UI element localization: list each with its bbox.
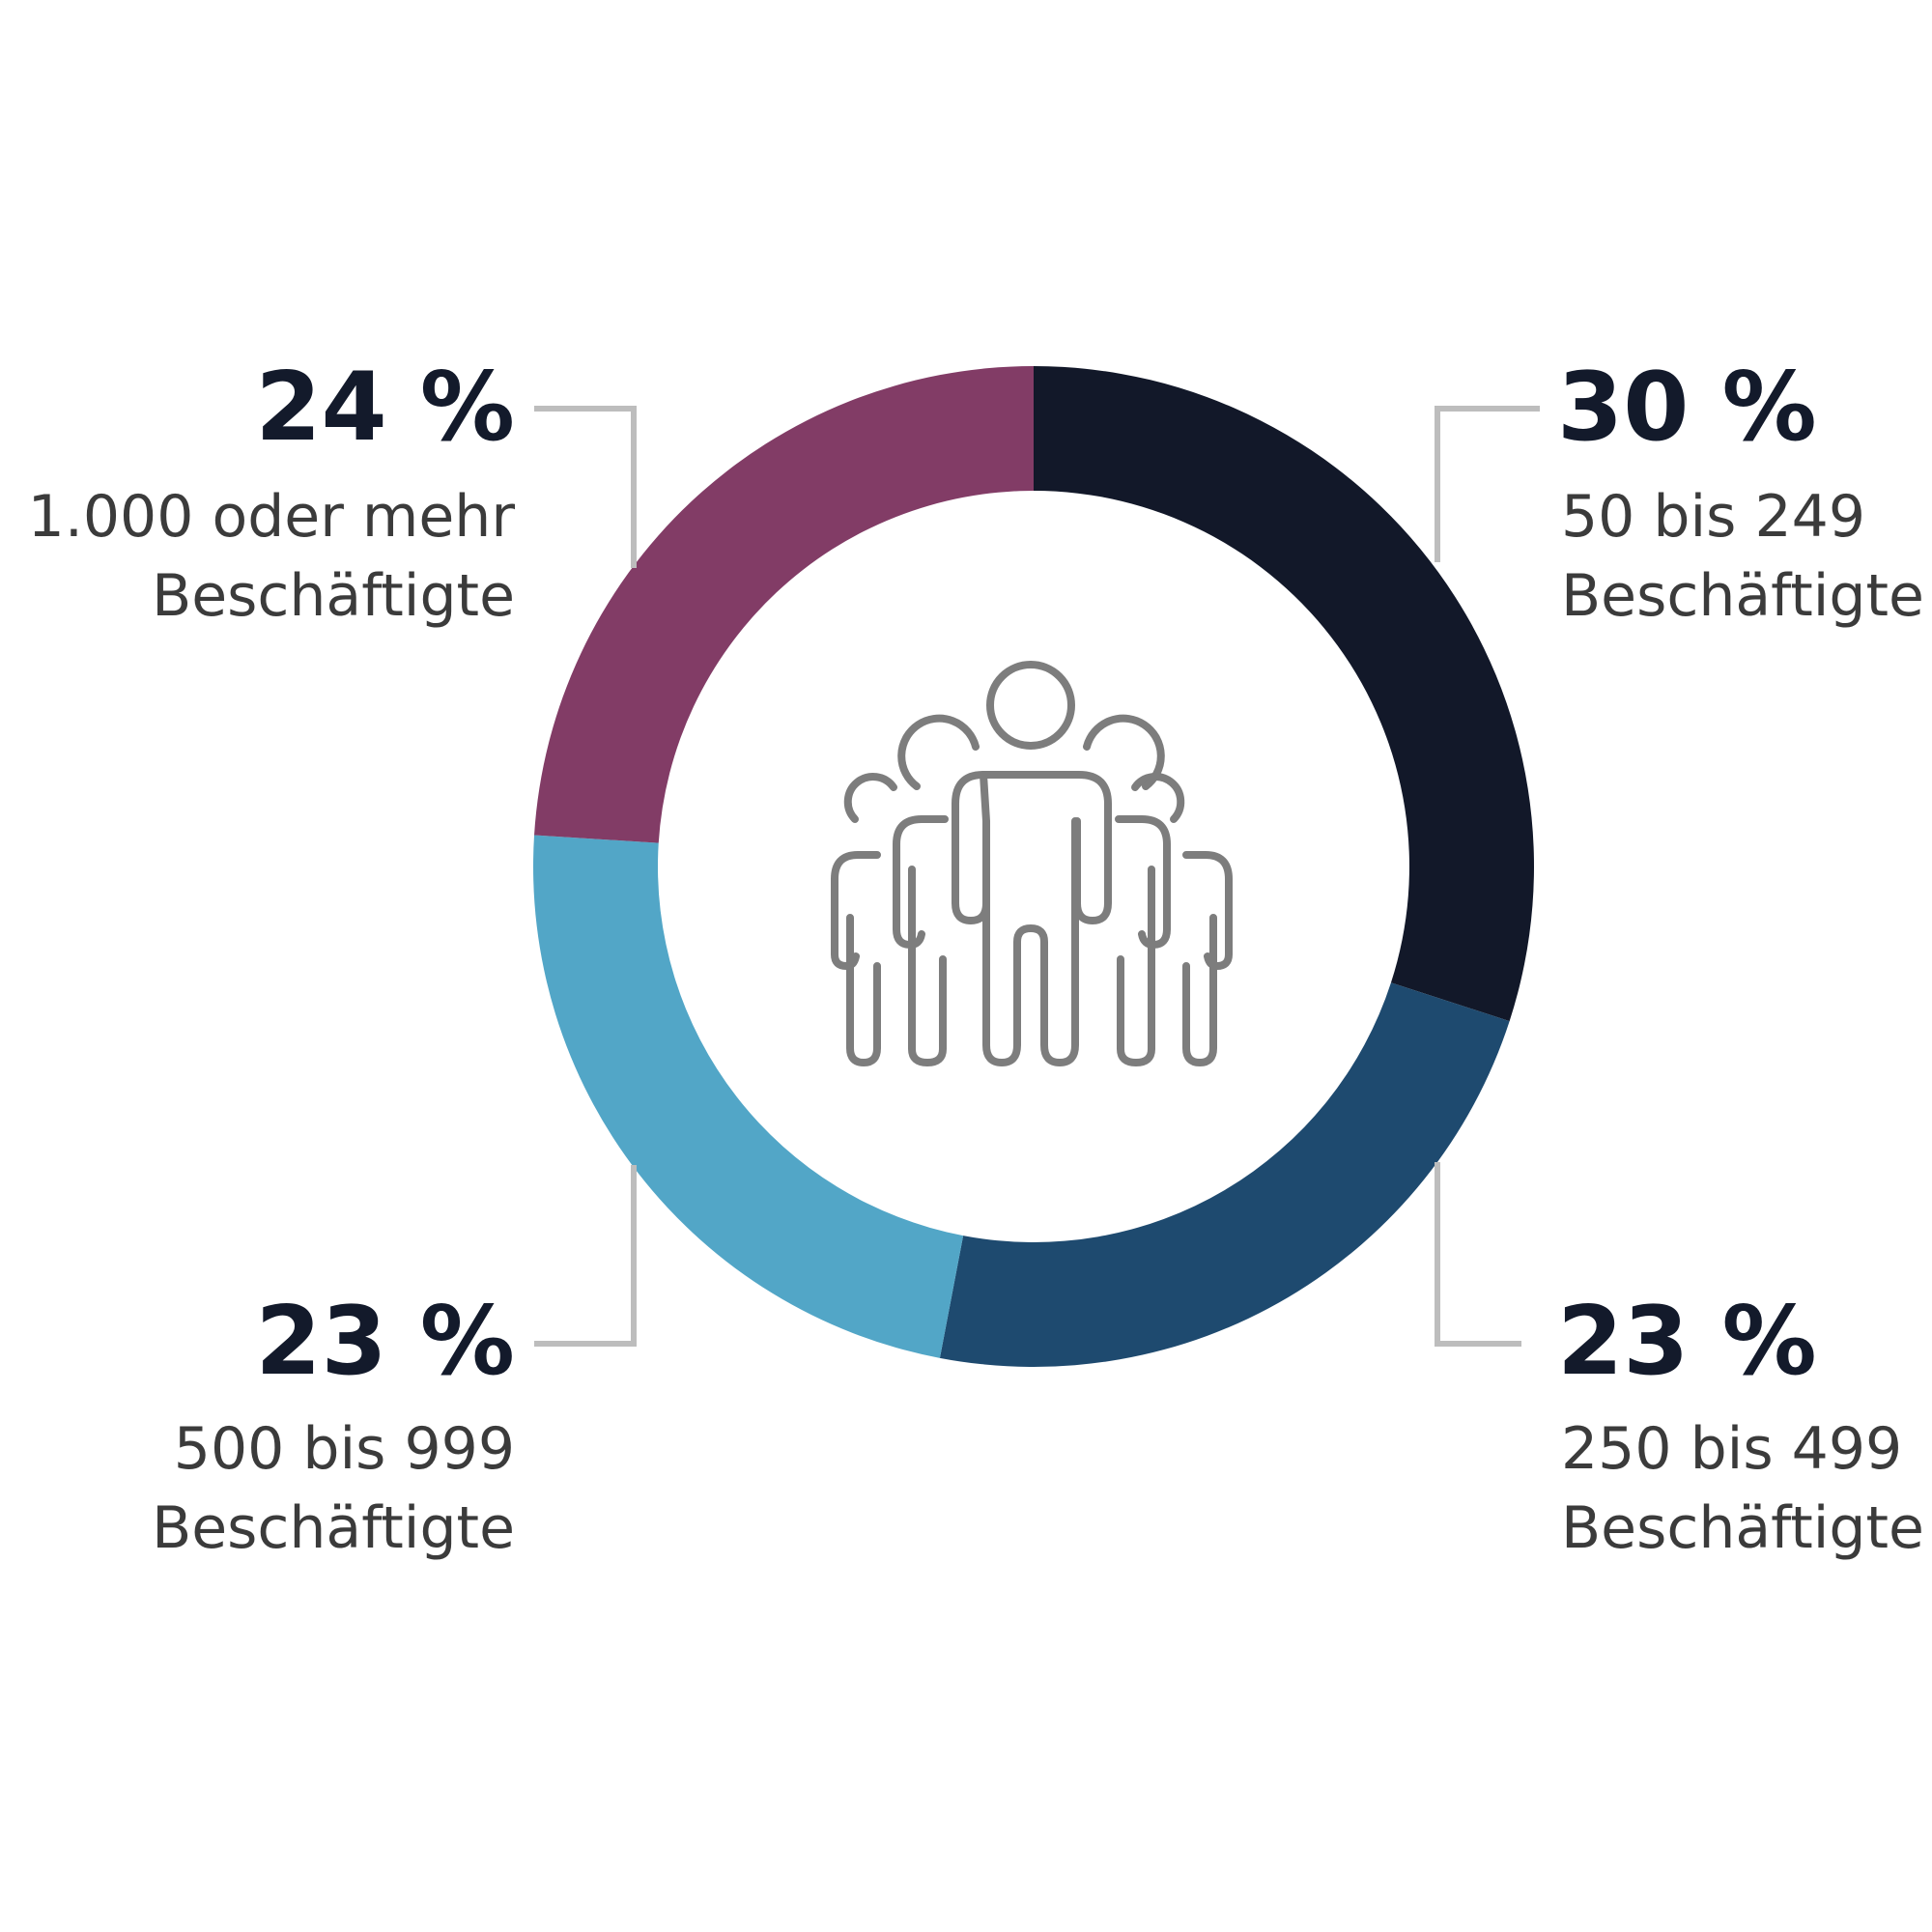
donut-slice-0	[1034, 366, 1534, 1022]
people-middle-body-left	[893, 815, 949, 1066]
donut-slices	[533, 366, 1534, 1367]
donut-slice-1	[939, 982, 1510, 1367]
people-group-icon	[831, 661, 1233, 1066]
label-category-1000-line2: Beschäftigte	[152, 562, 515, 630]
label-percent-30: 30 %	[1557, 353, 1817, 463]
people-back-body-left	[831, 851, 881, 1066]
people-front-head	[986, 661, 1075, 750]
label-category-1000-line1: 1.000 oder mehr	[28, 483, 516, 551]
people-back-head-left	[843, 773, 897, 823]
leader-line-24	[534, 406, 637, 568]
people-front-body	[952, 771, 1112, 1066]
people-back-body-right	[1182, 851, 1233, 1066]
donut-slice-3	[534, 366, 1034, 843]
label-category-500-999-line2: Beschäftigte	[152, 1494, 515, 1562]
label-percent-23-left: 23 %	[255, 1287, 515, 1397]
people-middle-body-right	[1115, 815, 1171, 1066]
label-category-250-499-line1: 250 bis 499	[1561, 1415, 1902, 1483]
leader-line-23-left	[534, 1165, 637, 1347]
people-back-head-right	[1131, 773, 1185, 823]
leader-line-30	[1435, 406, 1540, 562]
label-category-500-999-line1: 500 bis 999	[174, 1415, 515, 1483]
label-category-250-499-line2: Beschäftigte	[1561, 1494, 1924, 1562]
people-middle-head-left	[897, 714, 980, 790]
label-category-50-249-line1: 50 bis 249	[1561, 483, 1865, 551]
label-percent-24: 24 %	[255, 353, 515, 463]
people-middle-head-right	[1083, 714, 1165, 790]
label-percent-23-right: 23 %	[1557, 1287, 1817, 1397]
donut-slice-2	[533, 835, 964, 1358]
label-category-50-249-line2: Beschäftigte	[1561, 562, 1924, 630]
leader-line-23-right	[1435, 1162, 1521, 1347]
